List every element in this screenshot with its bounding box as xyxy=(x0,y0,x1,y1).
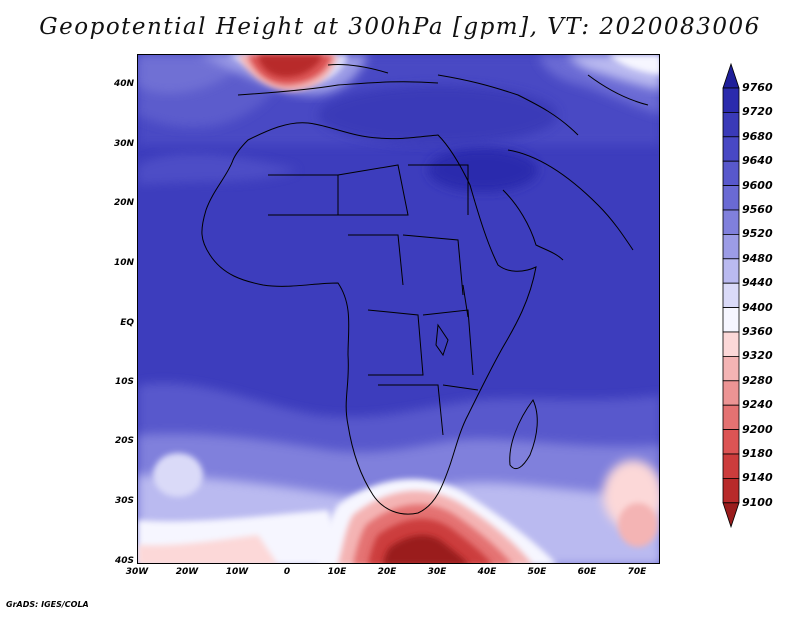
lat-label-30s: 30S xyxy=(114,496,134,506)
colorbar-swatch xyxy=(722,429,740,455)
lat-label-40s: 40S xyxy=(114,556,134,566)
colorbar-label: 9560 xyxy=(742,203,773,216)
lat-label-eq: EQ xyxy=(120,318,134,328)
lat-label-10s: 10S xyxy=(114,377,134,387)
lat-label-20s: 20S xyxy=(114,436,134,446)
colorbar-swatch xyxy=(722,282,740,308)
height-field xyxy=(138,55,659,563)
colorbar-swatch xyxy=(722,380,740,406)
colorbar xyxy=(722,62,740,529)
lon-label-10w: 10W xyxy=(225,567,249,577)
colorbar-top-arrow xyxy=(722,62,740,89)
lon-label-10e: 10E xyxy=(327,567,347,577)
colorbar-swatch xyxy=(722,87,740,113)
lon-label-0: 0 xyxy=(283,567,291,577)
colorbar-swatch xyxy=(722,307,740,333)
lon-label-40e: 40E xyxy=(477,567,497,577)
lon-label-70e: 70E xyxy=(627,567,647,577)
lon-label-60e: 60E xyxy=(577,567,597,577)
colorbar-swatch xyxy=(722,160,740,186)
lat-label-20n: 20N xyxy=(113,198,134,208)
coastlines xyxy=(201,64,649,515)
colorbar-label: 9520 xyxy=(742,227,773,241)
colorbar-label: 9480 xyxy=(742,251,773,265)
colorbar-swatch xyxy=(722,233,740,260)
lon-label-50e: 50E xyxy=(527,567,547,577)
colorbar-swatch xyxy=(722,258,740,284)
lat-label-40n: 40N xyxy=(113,79,134,89)
colorbar-label: 9440 xyxy=(742,276,773,290)
colorbar-bottom-arrow xyxy=(722,502,740,529)
lat-label-10n: 10N xyxy=(113,258,134,268)
colorbar-swatch xyxy=(722,355,740,382)
colorbar-swatch xyxy=(722,209,740,235)
colorbar-label: 9640 xyxy=(742,154,773,168)
lon-label-30w: 30W xyxy=(125,567,149,577)
map-title: Geopotential Height at 300hPa [gpm], VT:… xyxy=(39,14,761,40)
lon-label-30e: 30E xyxy=(427,567,447,577)
colorbar-label: 9400 xyxy=(742,300,773,314)
colorbar-label: 9760 xyxy=(742,81,773,94)
colorbar-swatch xyxy=(722,331,740,357)
colorbar-label: 9600 xyxy=(742,178,773,192)
colorbar-swatch xyxy=(722,477,740,504)
colorbar-label: 9360 xyxy=(742,325,773,338)
colorbar-label: 9320 xyxy=(742,349,773,363)
colorbar-swatch xyxy=(722,453,740,479)
lat-label-30n: 30N xyxy=(113,139,134,149)
colorbar-label: 9280 xyxy=(742,373,773,387)
lon-label-20e: 20E xyxy=(377,567,397,577)
colorbar-swatch xyxy=(722,185,740,211)
colorbar-label: 9200 xyxy=(742,422,773,436)
map-plot-area xyxy=(137,54,660,564)
colorbar-label: 9720 xyxy=(742,105,773,119)
colorbar-label: 9180 xyxy=(742,447,773,460)
colorbar-label: 9680 xyxy=(742,129,773,143)
lon-label-20w: 20W xyxy=(175,567,199,577)
colorbar-swatch xyxy=(722,136,740,162)
colorbar-label: 9140 xyxy=(742,471,773,485)
colorbar-swatch xyxy=(722,404,740,431)
colorbar-label: 9240 xyxy=(742,398,773,412)
colorbar-label: 9100 xyxy=(742,495,773,509)
colorbar-swatch xyxy=(722,112,740,138)
footer-credit: GrADS: IGES/COLA xyxy=(6,600,89,609)
